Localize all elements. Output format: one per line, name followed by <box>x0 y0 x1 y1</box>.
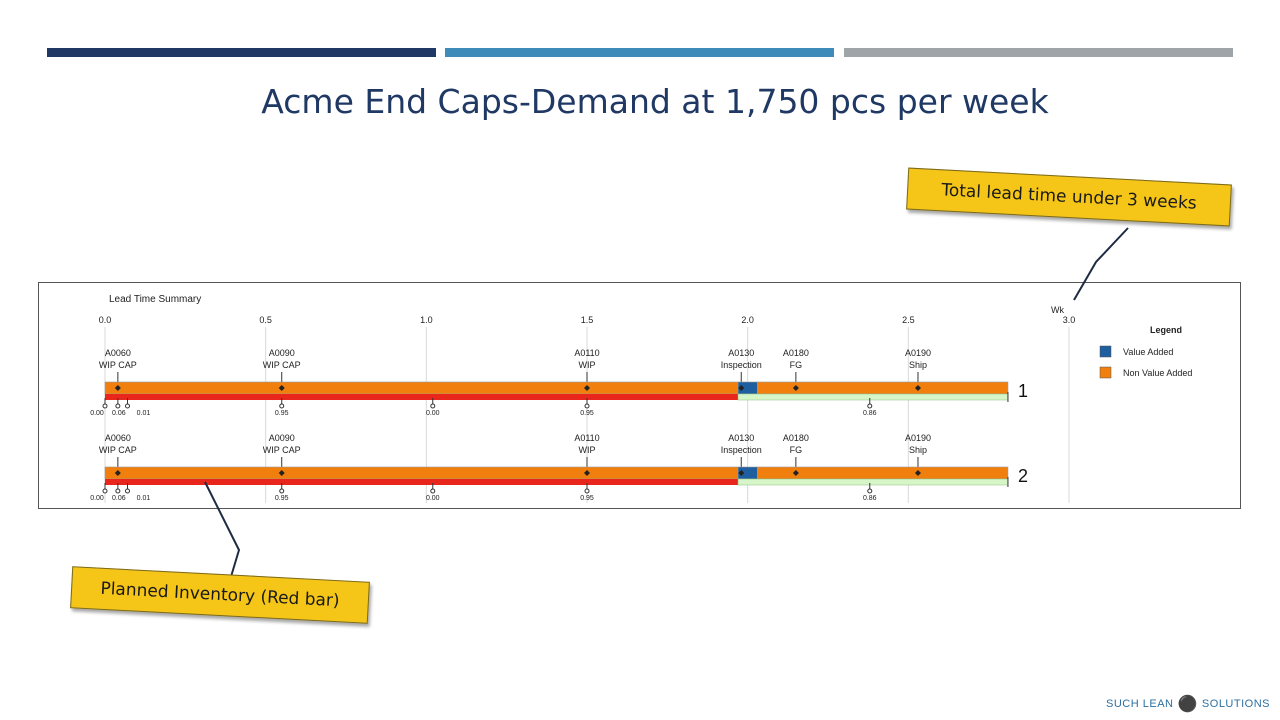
legend-title: Legend <box>1150 325 1182 335</box>
inventory-marker <box>430 403 436 409</box>
x-tick-label: 2.5 <box>902 315 915 325</box>
accent-bar-blue <box>445 48 834 57</box>
step-marker <box>278 385 285 391</box>
step-marker <box>114 470 121 476</box>
step-marker <box>738 470 745 476</box>
accent-bar-navy <box>47 48 436 57</box>
step-name-label: WIP <box>579 445 596 455</box>
inventory-marker <box>279 403 285 409</box>
brand-logo: SUCH LEAN ⚫ SOLUTIONS <box>1106 694 1270 714</box>
step-marker <box>114 385 121 391</box>
step-name-label: Inspection <box>721 360 762 370</box>
inventory-value-label: 0.95 <box>275 495 289 502</box>
inventory-value-label: 0.01 <box>137 495 151 502</box>
step-code-label: A0130 <box>728 348 754 358</box>
slide-title: Acme End Caps-Demand at 1,750 pcs per we… <box>261 82 1049 121</box>
brand-text-right: SOLUTIONS <box>1201 698 1270 710</box>
step-name-label: Ship <box>909 360 927 370</box>
inventory-value-label: 0.95 <box>580 495 594 502</box>
x-tick-label: 1.5 <box>581 315 594 325</box>
row-label: 2 <box>1018 466 1028 486</box>
inventory-value-label: 0.95 <box>580 410 594 417</box>
accent-bar-gray <box>844 48 1233 57</box>
inventory-value-label: 0.00 <box>426 495 440 502</box>
inventory-marker <box>867 403 873 409</box>
inventory-marker <box>584 403 590 409</box>
legend-label: Value Added <box>1123 347 1173 357</box>
inventory-marker <box>102 403 108 409</box>
lightbulb-icon: ⚫ <box>1177 696 1198 713</box>
step-name-label: Inspection <box>721 445 762 455</box>
chart-title: Lead Time Summary <box>109 294 201 305</box>
brand-text-left: SUCH LEAN <box>1106 698 1174 710</box>
step-code-label: A0190 <box>905 433 931 443</box>
x-tick-label: 0.5 <box>259 315 272 325</box>
inventory-marker <box>430 488 436 494</box>
step-code-label: A0090 <box>269 433 295 443</box>
planned-inventory-bar <box>105 479 739 485</box>
step-name-label: WIP CAP <box>99 445 137 455</box>
step-name-label: WIP CAP <box>263 445 301 455</box>
legend-label: Non Value Added <box>1123 368 1192 378</box>
leader-line-top <box>1073 227 1129 301</box>
step-marker <box>914 385 921 391</box>
x-tick-label: 2.0 <box>741 315 754 325</box>
inventory-value-label: 0.95 <box>275 410 289 417</box>
inventory-value-label: 0.86 <box>863 410 877 417</box>
step-code-label: A0180 <box>783 433 809 443</box>
inventory-marker <box>867 488 873 494</box>
step-marker <box>792 470 799 476</box>
step-name-label: FG <box>790 445 803 455</box>
x-axis-unit: Wk <box>1051 305 1064 315</box>
step-code-label: A0060 <box>105 348 131 358</box>
step-code-label: A0130 <box>728 433 754 443</box>
step-marker <box>792 385 799 391</box>
inventory-value-label: 0.00 <box>90 410 104 417</box>
x-tick-label: 3.0 <box>1063 315 1076 325</box>
step-name-label: WIP CAP <box>263 360 301 370</box>
x-tick-label: 0.0 <box>99 315 112 325</box>
step-marker <box>278 470 285 476</box>
inventory-marker <box>279 488 285 494</box>
step-marker <box>738 385 745 391</box>
inventory-marker <box>584 488 590 494</box>
step-code-label: A0060 <box>105 433 131 443</box>
inventory-marker <box>102 488 108 494</box>
inventory-marker <box>115 488 121 494</box>
inventory-value-label: 0.86 <box>863 495 877 502</box>
leader-line-bottom <box>204 481 241 581</box>
x-tick-label: 1.0 <box>420 315 433 325</box>
inventory-value-label: 0.01 <box>137 410 151 417</box>
lead-time-chart-svg: Lead Time Summary Wk 0.0 0.5 1.0 1.5 2.0 2.5 3.0… <box>90 294 1192 503</box>
inventory-value-label: 0.00 <box>90 495 104 502</box>
inventory-value-label: 0.06 <box>112 495 126 502</box>
planned-inventory-bar <box>105 394 739 400</box>
step-code-label: A0180 <box>783 348 809 358</box>
step-marker <box>914 470 921 476</box>
legend-swatch <box>1099 366 1112 379</box>
step-name-label: WIP CAP <box>99 360 137 370</box>
inventory-marker <box>115 403 121 409</box>
step-name-label: FG <box>790 360 803 370</box>
step-code-label: A0110 <box>574 348 599 358</box>
row-label: 1 <box>1018 381 1028 401</box>
step-name-label: Ship <box>909 445 927 455</box>
lead-time-chart: Lead Time Summary Wk 0.0 0.5 1.0 1.5 2.0 2.5 3.0… <box>38 282 1241 509</box>
inventory-value-label: 0.00 <box>426 410 440 417</box>
step-code-label: A0190 <box>905 348 931 358</box>
step-code-label: A0110 <box>574 433 599 443</box>
step-marker <box>584 470 590 476</box>
inventory-value-label: 0.06 <box>112 410 126 417</box>
inventory-marker <box>124 488 130 494</box>
step-marker <box>584 385 590 391</box>
step-code-label: A0090 <box>269 348 295 358</box>
step-name-label: WIP <box>579 360 596 370</box>
inventory-marker <box>124 403 130 409</box>
legend-swatch <box>1099 345 1112 358</box>
